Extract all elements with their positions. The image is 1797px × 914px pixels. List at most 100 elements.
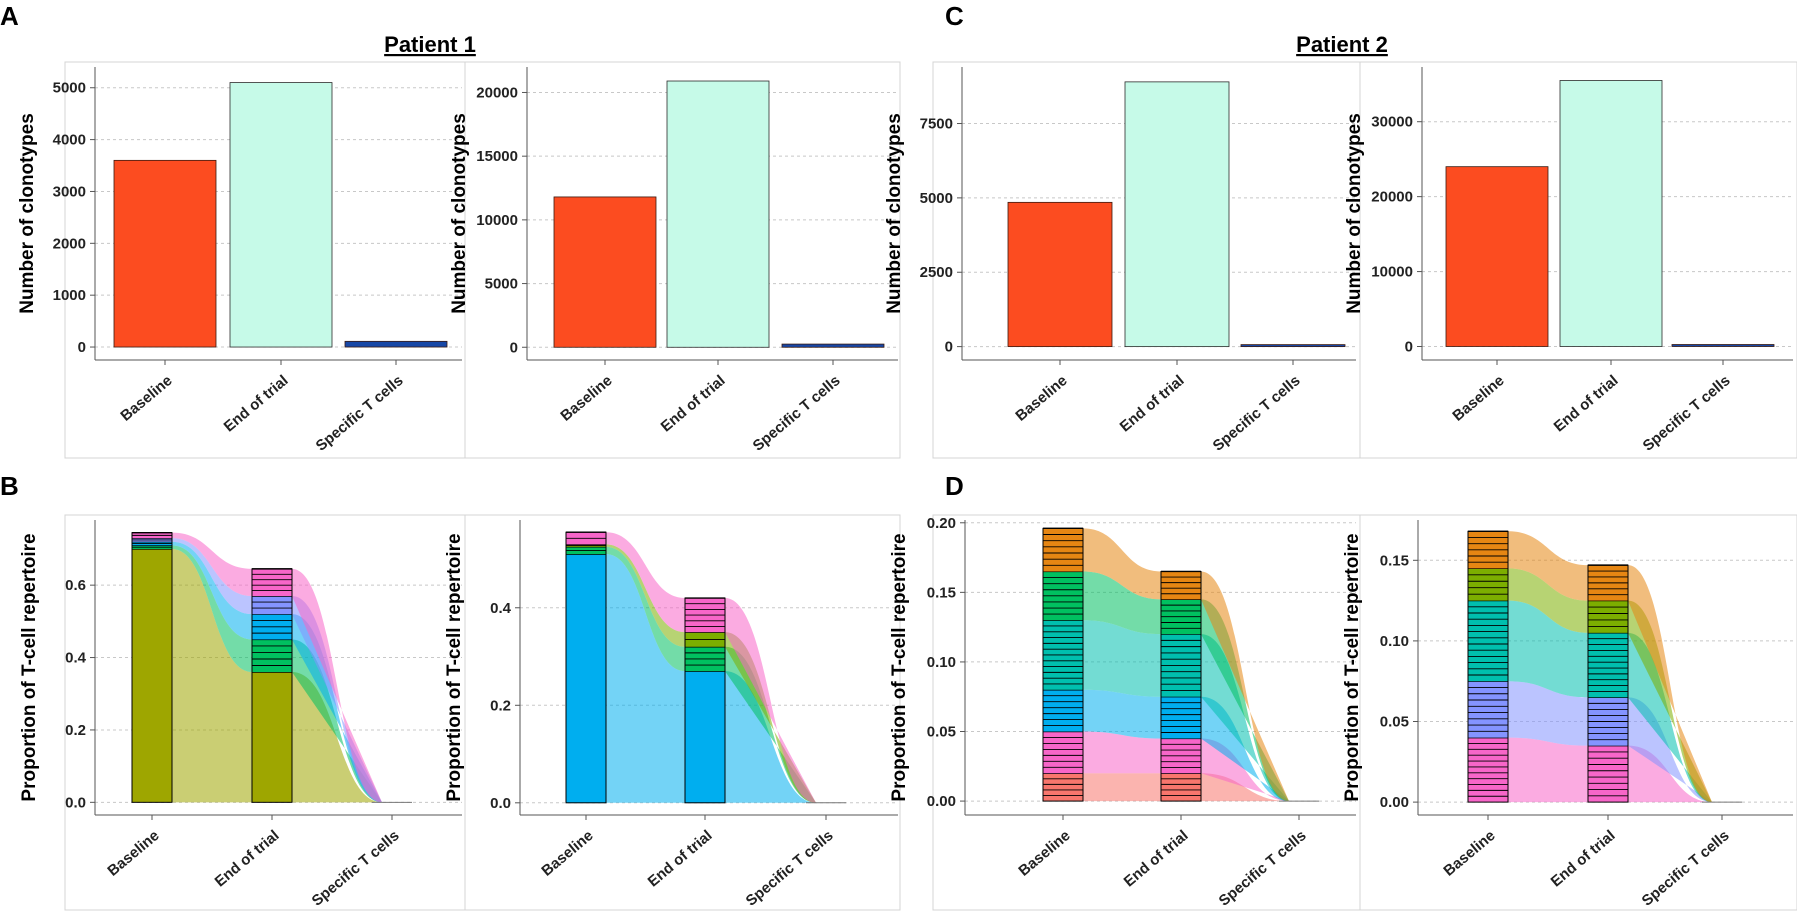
x-tick-label: End of trial [658,372,729,435]
y-tick-label: 3000 [53,183,86,200]
bar-outline [684,597,726,804]
y-tick-label: 0.0 [65,794,86,811]
chart-D-left: 0.00 0.05 0.10 0.15 0.20 Proportion of T-cell… [889,514,1361,911]
x-tick-label: Baseline [1440,827,1498,880]
y-tick-label: 0.6 [65,577,86,594]
x-tick-label: End of trial [645,827,716,890]
y-tick-label: 0.00 [927,793,956,810]
stratum-end-of-trial [252,639,292,673]
x-tick-label: Baseline [104,827,162,880]
bar-outline [1587,564,1629,803]
x-tick-label: Specific T cells [1216,827,1310,910]
stratum-baseline [566,554,606,803]
y-axis-title: Proportion of T-cell repertoire [889,533,910,801]
stratum-end-of-trial [1588,600,1628,633]
y-tick-label: 5000 [920,190,953,207]
stratum-end-of-trial [1161,773,1201,802]
y-tick-label: 0 [945,339,953,356]
x-tick-label: Specific T cells [313,372,407,455]
chart-D-right: 0.00 0.05 0.10 0.15 Proportion of T-cell rep… [1342,514,1797,911]
flow-end-to-specific [292,568,382,803]
y-axis-title: Number of clonotypes [884,113,905,314]
panel-letter-d: D [945,471,964,501]
y-tick-label: 0.2 [65,722,86,739]
stratum-baseline [1043,528,1083,572]
bar-baseline [1445,166,1549,347]
x-tick-label: Baseline [1449,372,1507,425]
flow-baseline-to-end [1508,531,1588,601]
bar-baseline [1007,201,1113,348]
y-tick-label: 20000 [1371,189,1413,206]
y-axis-title: Number of clonotypes [449,113,470,314]
panel-letter-c: C [945,1,964,31]
bar-baseline [113,159,217,348]
flow-baseline-to-end [606,532,685,633]
stratum-end-of-trial [252,568,292,597]
x-tick-label: End of trial [1121,827,1192,890]
chart-A-left: 0 1000 2000 3000 4000 5000 Number of clonotype… [17,61,466,459]
panel-frame [464,514,901,911]
y-tick-label: 2500 [920,264,953,281]
bar-baseline [553,196,657,348]
stratum-baseline [132,548,172,803]
chart-B-left: 0.0 0.2 0.4 0.6 Proportion of T-cell reperto… [19,514,466,911]
y-axis-title: Proportion of T-cell repertoire [19,533,40,801]
flow-baseline-to-end [1083,731,1161,774]
chart-A-right: 0 5000 10000 15000 20000 Number of clonotypes… [449,61,901,459]
flow-end-to-specific [292,614,382,803]
panel-frame [464,61,901,459]
y-tick-label: 0.4 [65,650,87,667]
x-tick-label: Specific T cells [750,372,844,455]
stratum-baseline [1468,600,1508,682]
y-tick-label: 0.05 [927,724,956,741]
flow-baseline-to-end [1508,737,1588,803]
y-axis-title: Number of clonotypes [17,113,38,314]
y-tick-label: 1000 [53,287,86,304]
flow-baseline-to-end [1083,773,1161,802]
stratum-baseline [1468,681,1508,738]
x-tick-label: Specific T cells [1640,372,1734,455]
y-tick-label: 0.15 [927,584,956,601]
y-tick-label: 0 [1405,339,1413,356]
stratum-end-of-trial [252,596,292,615]
flow-end-to-specific [1628,565,1712,803]
x-tick-label: End of trial [1548,827,1619,890]
bar-specific-t-cells [781,343,885,348]
flow-baseline-to-end [606,546,685,672]
bar-outline [1160,570,1202,802]
x-tick-label: Specific T cells [1210,372,1304,455]
x-tick-label: Specific T cells [309,827,403,910]
panel-frame [1359,514,1797,911]
x-tick-label: Baseline [1012,372,1070,425]
flow-baseline-to-end [1508,600,1588,698]
x-tick-label: Specific T cells [743,827,837,910]
flow-baseline-to-end [172,548,252,803]
bar-specific-t-cells [1240,344,1346,348]
y-tick-label: 4000 [53,132,86,149]
y-tick-label: 0.05 [1380,714,1409,731]
y-tick-label: 0.0 [490,795,511,812]
patient-1-title: Patient 1 [384,32,476,57]
flow-baseline-to-end [1083,528,1161,600]
chart-C-right: 0 10000 20000 30000 Number of clonotypes Base… [1344,61,1797,459]
y-tick-label: 5000 [53,80,86,97]
x-tick-label: End of trial [1117,372,1188,435]
y-tick-label: 15000 [476,148,518,165]
bar-specific-t-cells [344,340,448,348]
flow-baseline-to-end [1508,568,1588,633]
y-tick-label: 0.4 [490,600,512,617]
x-tick-label: End of trial [221,372,292,435]
y-tick-label: 0.00 [1380,794,1409,811]
flow-end-to-specific [1201,634,1289,802]
flow-baseline-to-end [172,538,252,615]
flow-baseline-to-end [1508,681,1588,746]
y-axis-title: Proportion of T-cell repertoire [444,533,465,801]
bar-outline [251,568,293,803]
flow-baseline-to-end [172,532,252,597]
flow-baseline-to-end [1083,620,1161,697]
y-tick-label: 0 [510,339,518,356]
y-tick-label: 10000 [1371,264,1413,281]
flow-end-to-specific [1201,571,1289,802]
x-tick-label: Specific T cells [1639,827,1733,910]
